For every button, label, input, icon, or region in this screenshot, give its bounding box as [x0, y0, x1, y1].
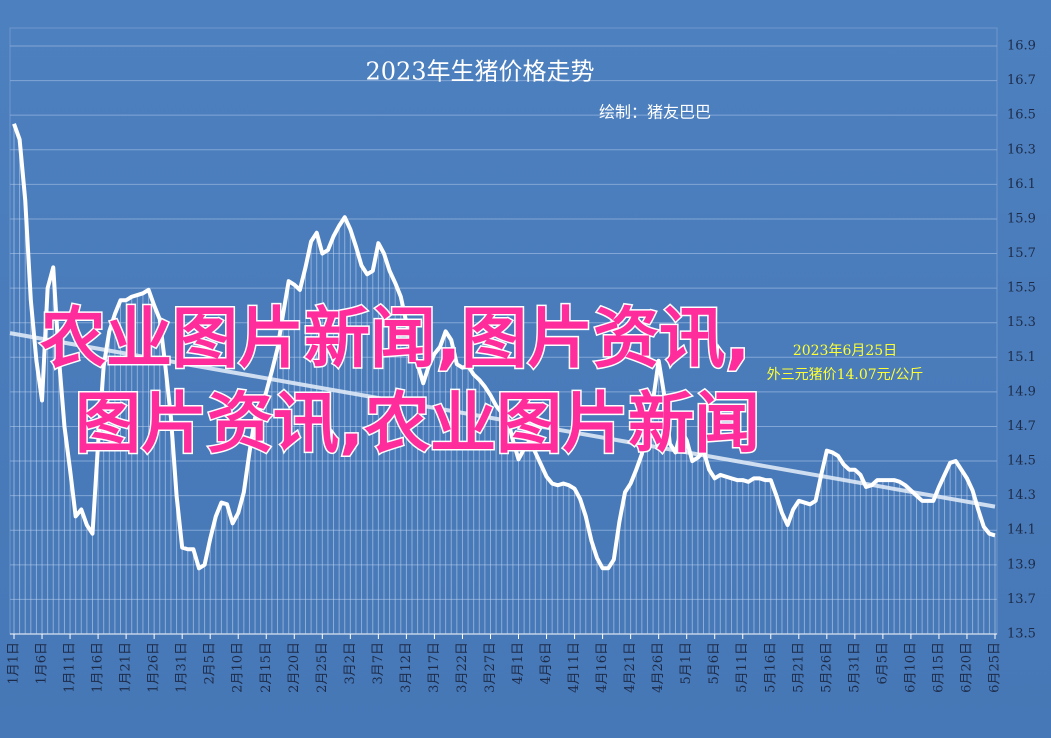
- y-tick-label: 13.5: [1007, 627, 1036, 642]
- x-tick-label: 3月17日: [427, 642, 442, 693]
- x-tick-label: 6月5日: [875, 642, 890, 685]
- x-tick-label: 2月15日: [259, 642, 274, 693]
- y-tick-label: 15.1: [1007, 350, 1036, 365]
- x-tick-label: 3月7日: [371, 642, 386, 685]
- y-tick-label: 16.3: [1007, 142, 1036, 157]
- x-tick-label: 4月11日: [567, 642, 582, 693]
- watermark: 图片资讯,农业图片新闻: [75, 385, 760, 462]
- y-tick-label: 14.7: [1007, 419, 1036, 434]
- x-tick-label: 6月20日: [959, 642, 974, 693]
- x-tick-label: 1月6日: [35, 642, 50, 685]
- x-tick-label: 4月6日: [539, 642, 554, 685]
- x-tick-label: 1月26日: [147, 642, 162, 693]
- y-tick-label: 16.7: [1007, 73, 1036, 88]
- plot-area: 13.5 13.7 13.9 14.1 14.3 14.5 14.7 14.9 15.1 15.3…: [7, 27, 1036, 693]
- x-tick-label: 6月10日: [903, 642, 918, 693]
- x-tick-label: 2月5日: [203, 642, 218, 685]
- x-tick-label: 5月16日: [763, 642, 778, 693]
- x-tick-label: 5月11日: [735, 642, 750, 693]
- x-tick-label: 3月12日: [399, 642, 414, 693]
- y-tick-label: 14.3: [1007, 488, 1036, 503]
- x-tick-label: 3月27日: [483, 642, 498, 693]
- x-tick-label: 5月1日: [679, 642, 694, 685]
- x-tick-label: 1月31日: [175, 642, 190, 693]
- y-tick-label: 16.9: [1007, 39, 1036, 54]
- y-tick-label: 14.5: [1007, 454, 1036, 469]
- y-tick-label: 16.1: [1007, 177, 1036, 192]
- y-tick-label: 15.3: [1007, 315, 1036, 330]
- x-tick-label: 4月21日: [623, 642, 638, 693]
- trendline: [9, 331, 996, 509]
- x-tick-label: 2月20日: [287, 642, 302, 693]
- x-tick-label: 1月16日: [91, 642, 106, 693]
- x-tick-label: 4月1日: [511, 642, 526, 685]
- y-tick-label: 14.9: [1007, 384, 1036, 399]
- x-tick-label: 2月10日: [231, 642, 246, 693]
- annotation: 外三元猪价14.07元/公斤: [767, 367, 924, 383]
- data-line: [12, 123, 996, 571]
- annotation: 2023年6月25日: [793, 343, 897, 359]
- y-tick-label: 15.9: [1007, 211, 1036, 226]
- chart-subtitle: 绘制：猪友巴巴: [599, 103, 711, 122]
- y-tick-label: 16.5: [1007, 108, 1036, 123]
- x-tick-label: 4月26日: [651, 642, 666, 693]
- x-tick-label: 5月6日: [707, 642, 722, 685]
- x-tick-label: 6月25日: [988, 642, 1003, 693]
- watermark: 农业图片新闻,图片资讯,: [40, 300, 750, 377]
- y-tick-label: 13.9: [1007, 557, 1036, 572]
- x-tick-label: 5月31日: [847, 642, 862, 693]
- x-tick-label: 2月25日: [315, 642, 330, 693]
- chart-title: 2023年生猪价格走势: [365, 58, 594, 86]
- y-tick-label: 15.5: [1007, 281, 1036, 296]
- x-tick-label: 6月15日: [931, 642, 946, 693]
- x-tick-label: 5月26日: [819, 642, 834, 693]
- y-tick-label: 14.1: [1007, 523, 1036, 538]
- x-tick-label: 1月11日: [63, 642, 78, 693]
- x-tick-label: 3月22日: [455, 642, 470, 693]
- x-tick-label: 1月1日: [7, 642, 22, 685]
- x-tick-label: 5月21日: [791, 642, 806, 693]
- x-tick-label: 4月16日: [595, 642, 610, 693]
- x-tick-label: 3月2日: [343, 642, 358, 685]
- x-tick-label: 1月21日: [119, 642, 134, 693]
- y-tick-label: 13.7: [1007, 592, 1036, 607]
- y-tick-label: 15.7: [1007, 246, 1036, 261]
